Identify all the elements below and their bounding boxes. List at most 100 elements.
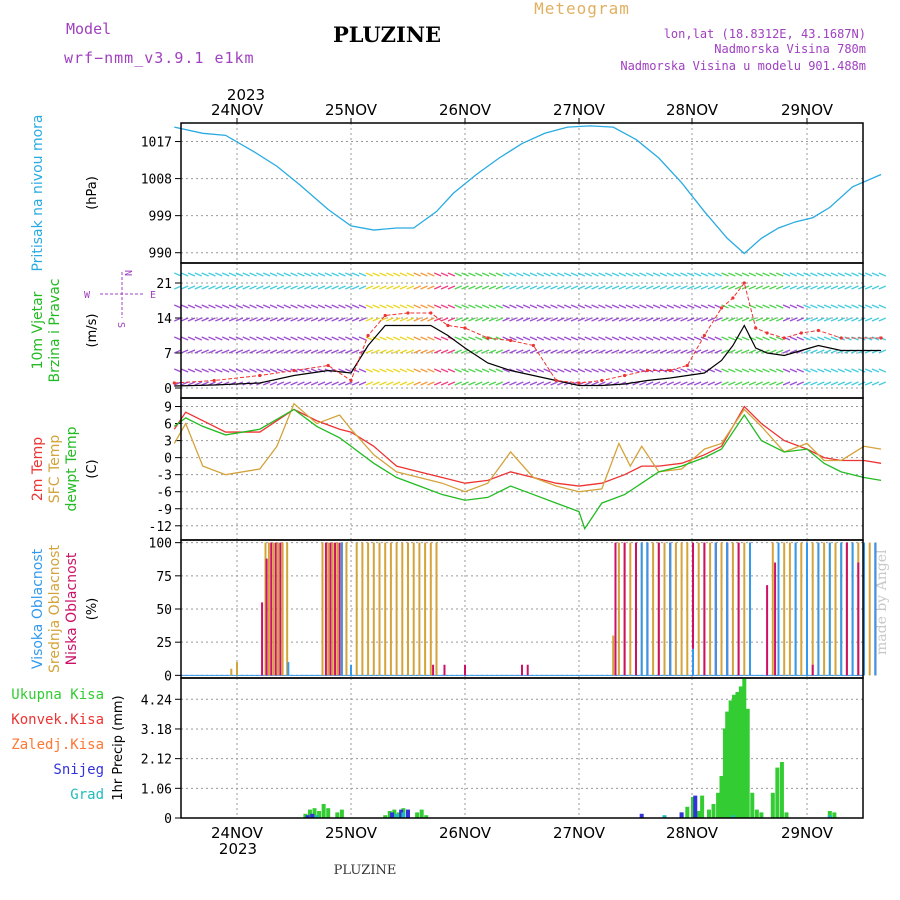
wind-barb — [297, 304, 305, 309]
wind-barb — [707, 336, 716, 341]
wind-barb — [235, 272, 244, 277]
wind-barb — [433, 368, 442, 373]
wind-barb — [563, 336, 572, 341]
wind-barb — [427, 317, 435, 322]
wind-barb — [345, 368, 353, 373]
gust-point — [685, 363, 689, 368]
wind-barb — [338, 317, 346, 322]
credit-watermark: made by Angel — [874, 549, 890, 655]
wind-barb — [728, 317, 736, 322]
wind-barb — [625, 336, 633, 341]
wind-barb — [249, 336, 257, 341]
wind-barb — [358, 317, 367, 322]
wind-barb — [495, 317, 504, 322]
wind-barb — [871, 381, 880, 386]
wind-barb — [208, 381, 216, 386]
wind-barb — [372, 381, 380, 386]
wind-barb — [468, 349, 476, 354]
wind-barb — [755, 285, 763, 290]
meteogram-title: Meteogram — [534, 0, 630, 18]
wind-barb — [830, 272, 839, 277]
wind-barb — [823, 272, 832, 277]
wind-barb — [235, 349, 244, 354]
wind-barb — [481, 368, 490, 373]
wind-barb — [201, 304, 209, 309]
wind-barb — [769, 317, 777, 322]
precip-bar-total — [691, 797, 695, 818]
wind-barb — [652, 336, 661, 341]
wind-barb — [174, 349, 182, 354]
wind-barb — [871, 272, 880, 277]
gust-point — [429, 311, 433, 315]
wind-barb — [475, 336, 483, 341]
wind-barb — [201, 349, 209, 354]
y-tick-label: 75 — [156, 570, 172, 585]
wind-barb — [687, 285, 695, 290]
wind-barb — [563, 368, 572, 373]
gust-point — [702, 333, 707, 338]
wind-barb — [194, 381, 203, 386]
wind-barb — [440, 381, 449, 386]
wind-barb — [707, 349, 716, 354]
wind-barb — [844, 317, 852, 322]
wind-barb — [304, 368, 312, 373]
wind-barb — [707, 304, 716, 309]
lonlat-text: lon,lat (18.8312E, 43.1687N) — [664, 27, 866, 41]
wind-barb — [495, 285, 504, 290]
wind-barb — [673, 285, 681, 290]
wind-barb — [721, 349, 729, 354]
wind-barb — [262, 304, 271, 309]
wind-barb — [639, 336, 647, 341]
wind-barb — [625, 304, 633, 309]
wind-barb — [454, 285, 462, 290]
precip-bar-total — [742, 678, 747, 818]
wind-barb — [755, 304, 763, 309]
wind-barb — [345, 272, 353, 277]
y-tick-label: -6 — [156, 486, 172, 501]
wind-barb — [406, 285, 415, 290]
wind-barb — [324, 381, 333, 386]
wind-barb — [810, 285, 818, 290]
wind-barb — [427, 349, 435, 354]
wind-barb — [345, 317, 353, 322]
wind-barb — [673, 304, 681, 309]
wind-barb — [406, 317, 415, 322]
y-tick-label: 0 — [164, 382, 172, 397]
wind-barb — [386, 317, 394, 322]
wind-barb — [762, 317, 770, 322]
wind-barb — [208, 304, 216, 309]
wind-barb — [536, 317, 545, 322]
wind-barb — [823, 317, 832, 322]
wind-barb — [433, 272, 442, 277]
panel-precip: 0 1.06 2.12 3.18 4.24 — [141, 677, 864, 827]
wind-barb — [290, 285, 298, 290]
precip-bar-total — [722, 728, 727, 818]
wind-barb — [297, 317, 305, 322]
wind-barb — [687, 304, 695, 309]
wind-barb — [748, 317, 757, 322]
wind-barb — [454, 317, 462, 322]
wind-barb — [823, 285, 832, 290]
wind-barb — [570, 349, 579, 354]
wind-barb — [516, 272, 524, 277]
wind-barb — [577, 336, 586, 341]
wind-barb — [659, 336, 668, 341]
wind-barb — [406, 304, 415, 309]
wind-barb — [871, 317, 880, 322]
wind-barb — [201, 368, 209, 373]
wind-barb — [646, 285, 654, 290]
wind-barb — [365, 285, 374, 290]
y-tick-label: 1017 — [141, 136, 172, 151]
pressure-series-line-0 — [174, 125, 882, 255]
wind-barb — [413, 272, 421, 277]
wind-barb — [618, 336, 627, 341]
wind-barb — [427, 304, 435, 309]
gust-point — [719, 306, 724, 310]
wind-barb — [399, 285, 408, 290]
wind-barb — [570, 304, 579, 309]
wind-barb — [372, 336, 380, 341]
precip-bar-total — [732, 694, 737, 818]
precip-bar-total — [750, 792, 755, 818]
wind-barb — [618, 304, 627, 309]
wind-barb — [625, 368, 633, 373]
